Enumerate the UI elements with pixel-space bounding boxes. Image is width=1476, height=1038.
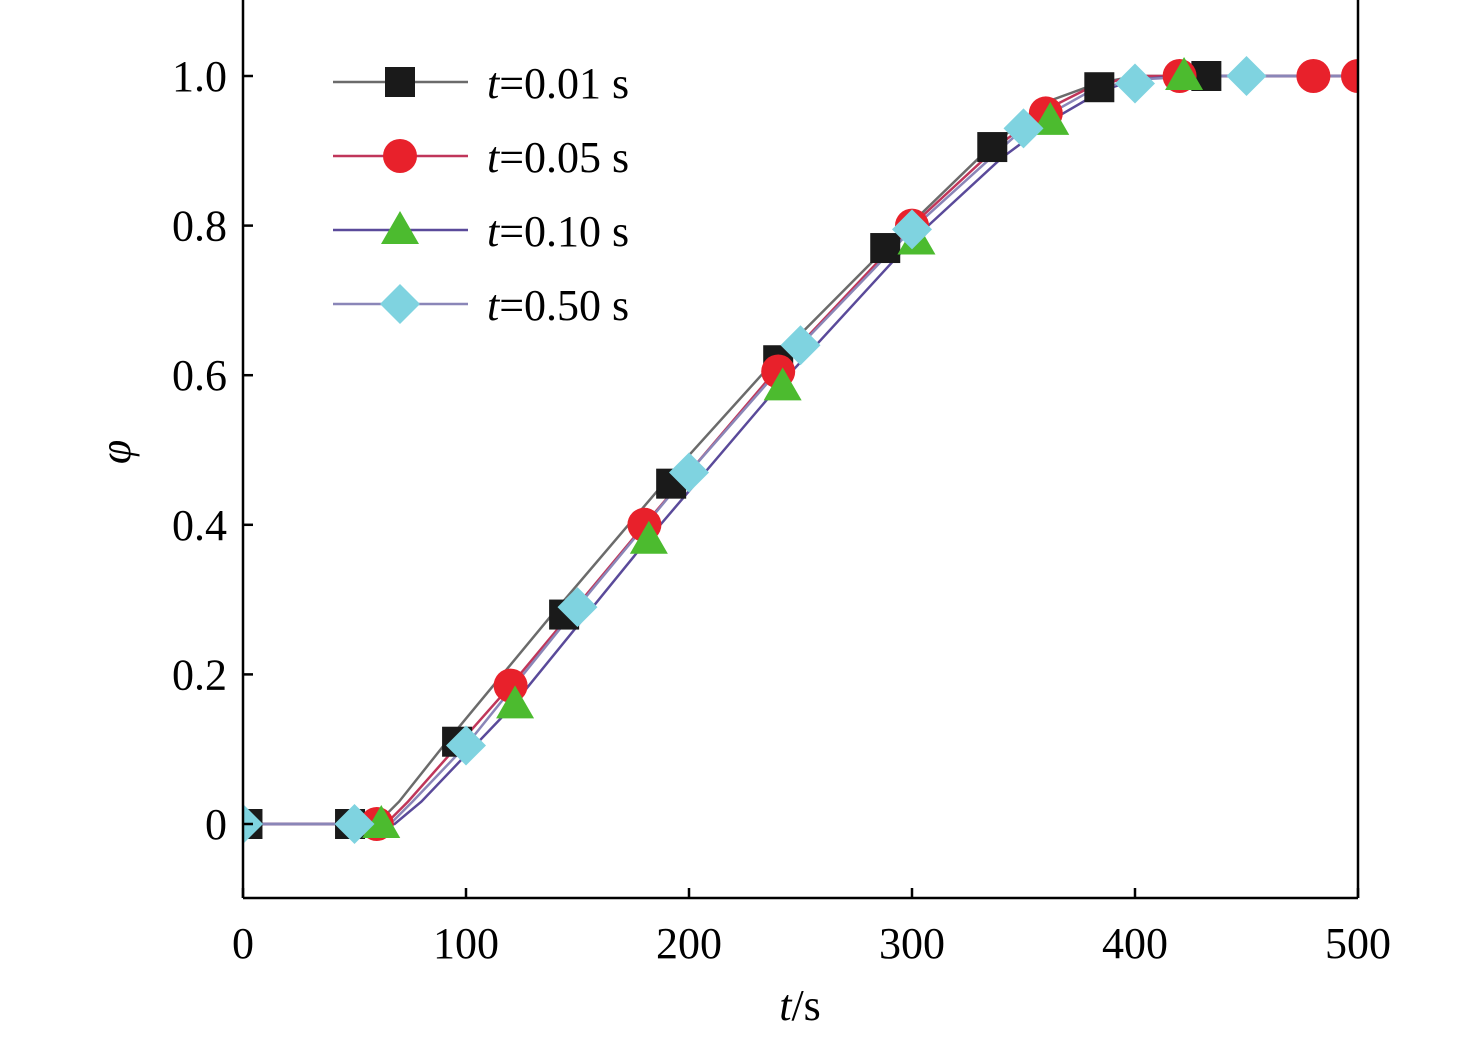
data-point-diamond xyxy=(1226,56,1267,96)
series-markers-3 xyxy=(243,56,1267,844)
y-tick-label: 0.4 xyxy=(172,501,227,550)
axes xyxy=(241,0,1360,900)
series-line-2 xyxy=(243,74,1358,826)
y-axis-title: φ xyxy=(91,440,140,464)
legend: t=0.01 s t=0.05 s t=0.10 s t=0.50 s xyxy=(333,59,629,330)
legend-marker-circle xyxy=(383,139,417,173)
legend-marker-triangle xyxy=(381,211,419,244)
legend-item: t=0.50 s xyxy=(333,281,629,330)
data-point-diamond xyxy=(334,804,375,844)
data-point-square xyxy=(977,132,1008,163)
data-point-diamond xyxy=(780,325,821,366)
legend-item: t=0.01 s xyxy=(333,59,629,108)
data-point-triangle xyxy=(362,805,401,838)
data-point-triangle xyxy=(496,685,535,719)
x-tick-label: 500 xyxy=(1325,919,1391,968)
legend-label: t=0.10 s xyxy=(487,207,629,256)
legend-label: t=0.05 s xyxy=(487,133,629,182)
data-point-triangle xyxy=(629,520,668,554)
data-point-diamond xyxy=(892,209,932,250)
legend-label: t=0.01 s xyxy=(487,59,629,108)
y-tick-label: 0.8 xyxy=(172,202,227,251)
data-point-diamond xyxy=(1003,108,1044,149)
series-layer xyxy=(243,56,1358,844)
data-point-triangle xyxy=(1165,57,1204,90)
plot-area xyxy=(243,56,1358,844)
legend-item: t=0.05 s xyxy=(333,133,629,182)
y-tick-label: 0.6 xyxy=(172,351,227,400)
data-point-triangle xyxy=(763,367,802,401)
y-ticks: 0 0.2 0.4 0.6 0.8 1.0 xyxy=(172,52,253,849)
x-tick-label: 0 xyxy=(232,919,254,968)
x-tick-label: 300 xyxy=(879,919,945,968)
data-point-circle xyxy=(1341,59,1358,93)
y-tick-label: 0.2 xyxy=(172,650,227,699)
data-point-diamond xyxy=(446,725,486,766)
y-tick-label: 1.0 xyxy=(172,52,227,101)
data-point-circle xyxy=(1296,59,1331,93)
y-tick-label: 0 xyxy=(205,800,227,849)
data-point-diamond xyxy=(557,587,598,628)
series-line-3 xyxy=(243,74,1358,826)
legend-item: t=0.10 s xyxy=(333,207,629,256)
legend-marker-diamond xyxy=(380,284,420,324)
data-point-square xyxy=(1084,72,1115,103)
series-markers-0 xyxy=(243,61,1222,839)
x-ticks: 0 100 200 300 400 500 xyxy=(232,888,1391,968)
series-line-1 xyxy=(243,74,1358,826)
x-tick-label: 200 xyxy=(656,919,722,968)
x-tick-label: 400 xyxy=(1102,919,1168,968)
data-point-square xyxy=(870,233,901,264)
series-line-0 xyxy=(243,74,1358,826)
x-tick-label: 100 xyxy=(433,919,499,968)
legend-label: t=0.50 s xyxy=(487,281,629,330)
data-point-diamond xyxy=(669,452,709,493)
data-point-diamond xyxy=(1115,63,1155,104)
legend-marker-square xyxy=(385,67,415,97)
x-axis-title: t/s xyxy=(779,981,821,1030)
